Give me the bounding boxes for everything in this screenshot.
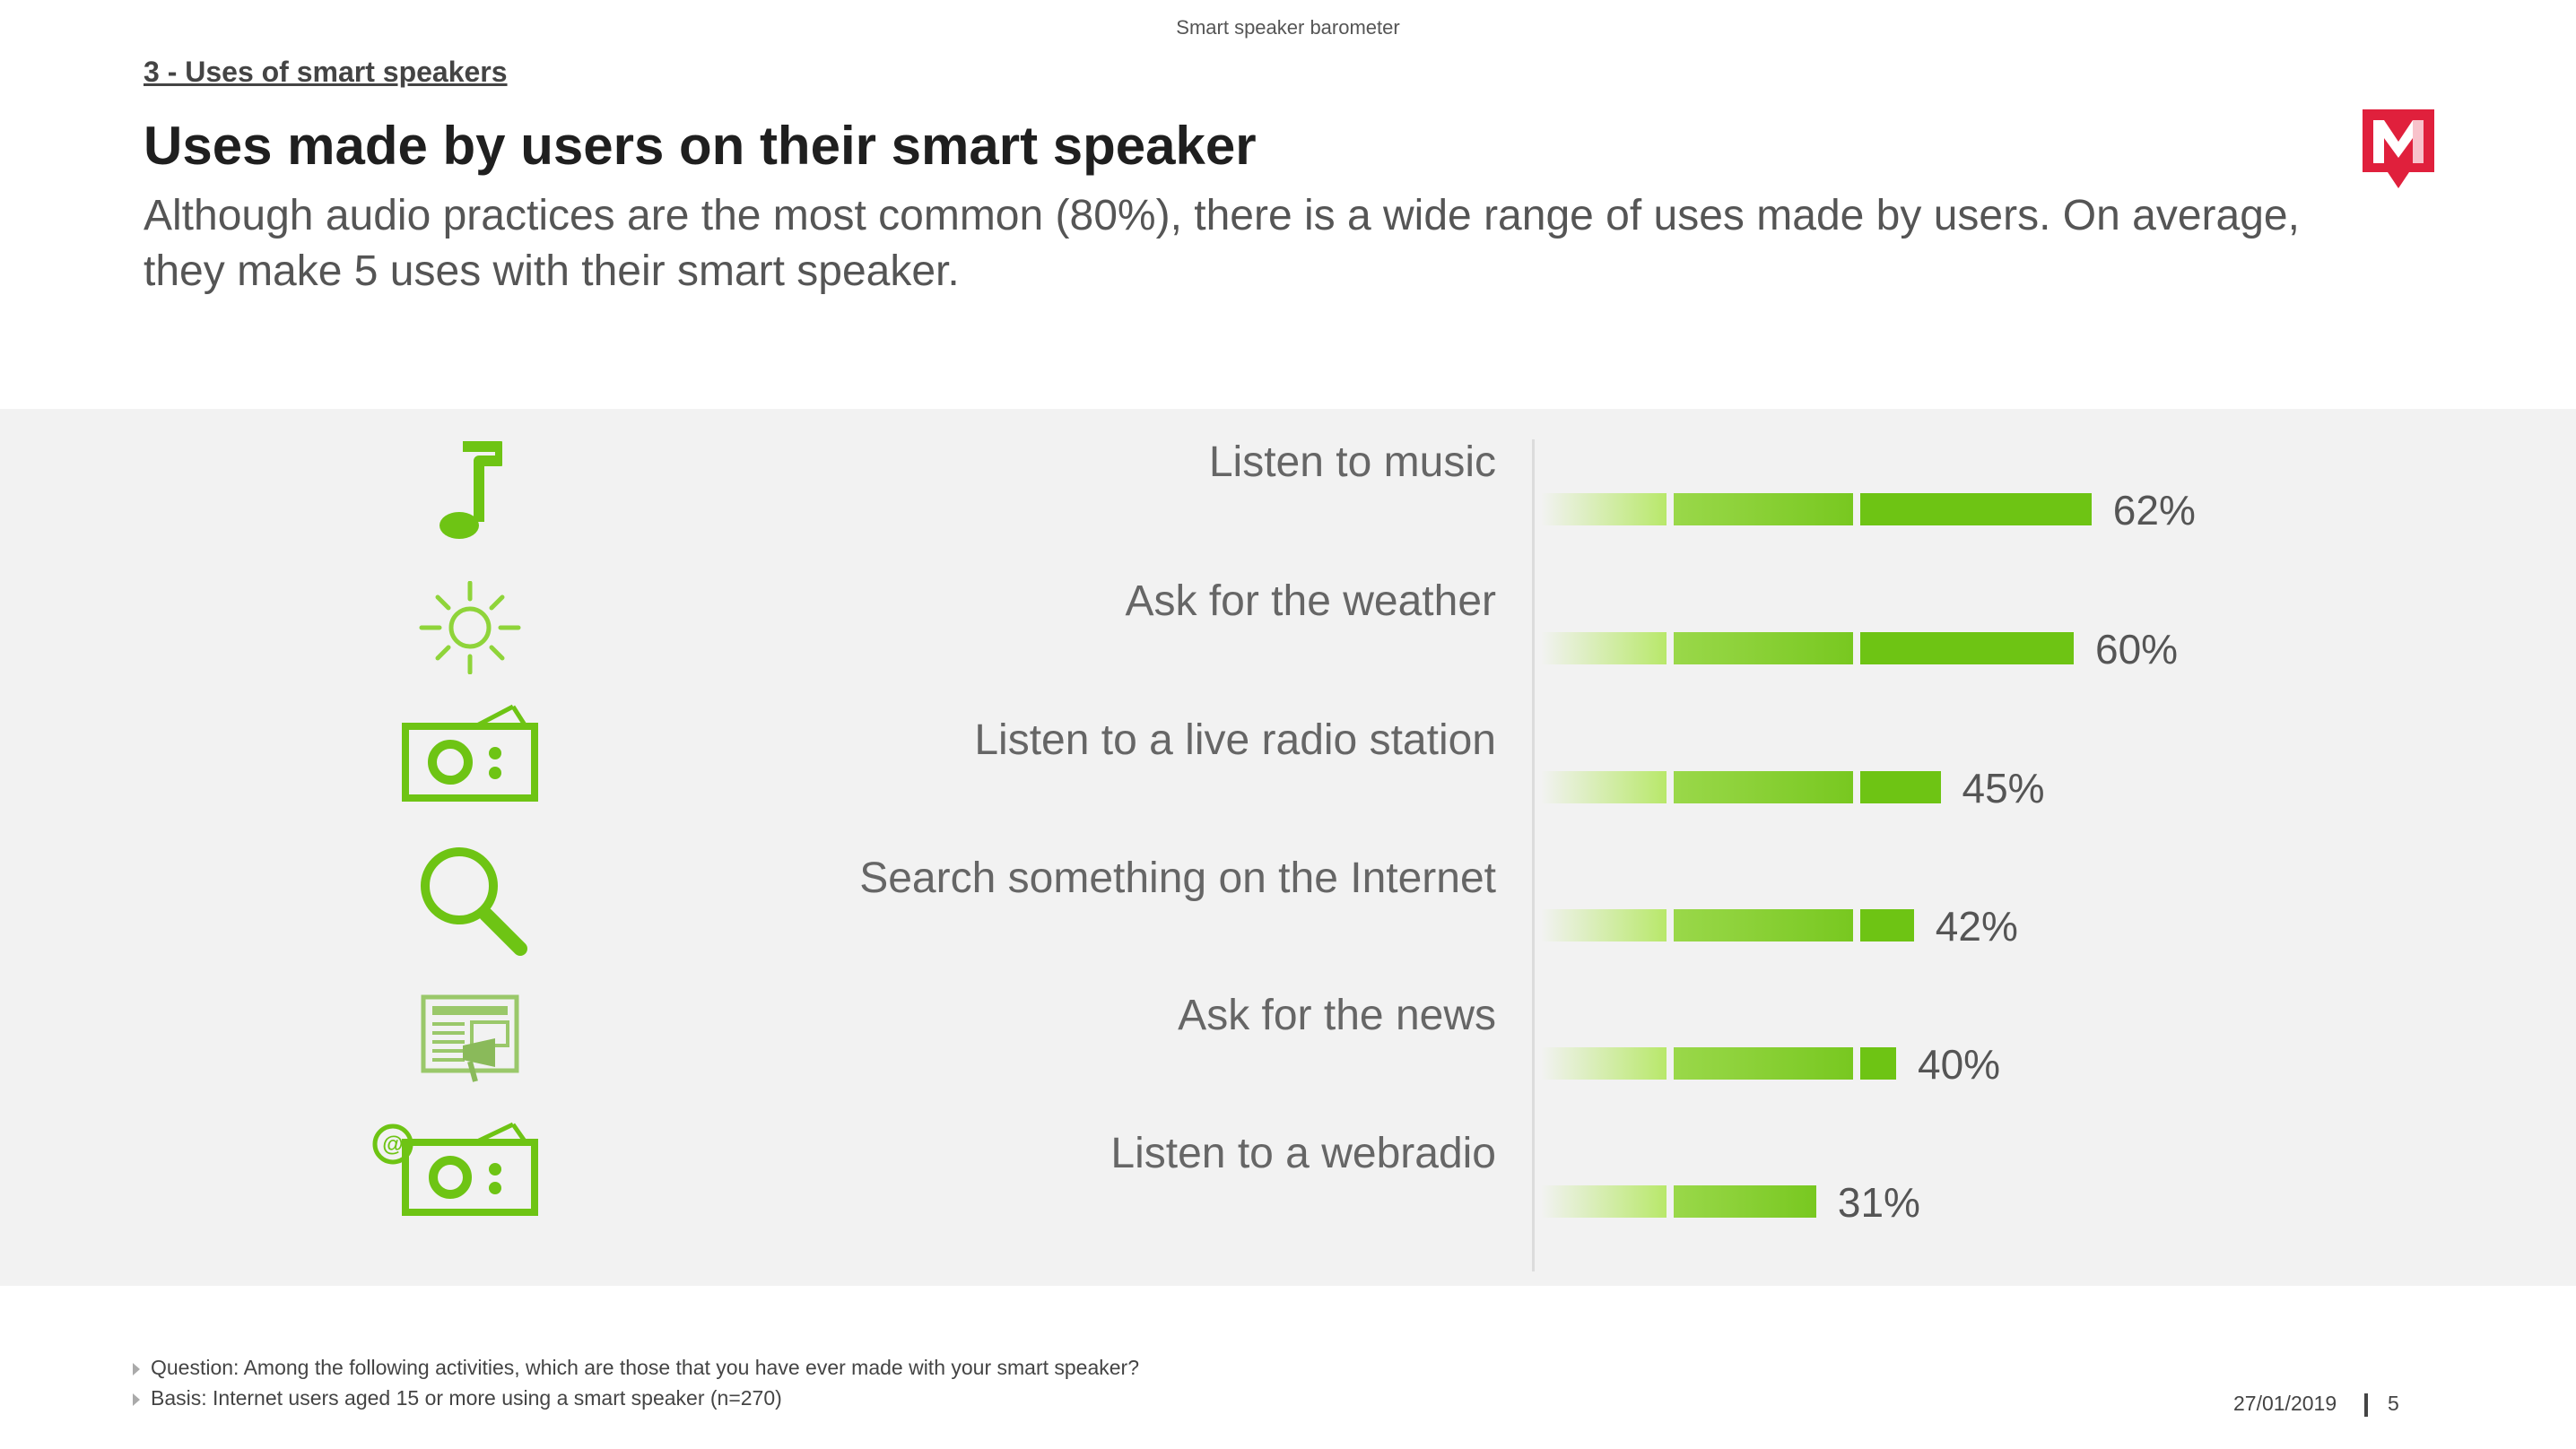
bar-segment-3 bbox=[1860, 493, 2092, 525]
bar-segment-2 bbox=[1674, 493, 1853, 525]
footnote-question: Question: Among the following activities… bbox=[133, 1356, 1139, 1380]
brand-logo-icon bbox=[2363, 109, 2434, 188]
footer-date: 27/01/2019 bbox=[2233, 1392, 2337, 1415]
value-label-webradio: 31% bbox=[1837, 1179, 1920, 1226]
bar-segment-3 bbox=[1860, 632, 2074, 664]
category-label-internet-search: Search something on the Internet bbox=[859, 855, 1496, 902]
section-link[interactable]: 3 - Uses of smart speakers bbox=[144, 56, 508, 88]
music-note-icon bbox=[439, 441, 502, 539]
bar-segment-2 bbox=[1674, 909, 1853, 941]
category-label-webradio: Listen to a webradio bbox=[1110, 1130, 1496, 1177]
bar-segment-2 bbox=[1674, 1047, 1853, 1080]
bar-segment-3 bbox=[1860, 1047, 1896, 1080]
bar-segment-1 bbox=[1541, 771, 1667, 803]
page-number: 5 bbox=[2388, 1392, 2399, 1415]
bar-internet-search bbox=[1541, 909, 1914, 941]
bar-music bbox=[1541, 493, 2092, 525]
footnote-basis-text: Basis: Internet users aged 15 or more us… bbox=[151, 1386, 782, 1410]
bar-segment-2 bbox=[1674, 632, 1853, 664]
bar-news bbox=[1541, 1047, 1896, 1080]
chart-axis-line bbox=[1532, 439, 1535, 1271]
value-label-internet-search: 42% bbox=[1935, 903, 2018, 950]
footnote-basis: Basis: Internet users aged 15 or more us… bbox=[133, 1386, 782, 1410]
value-label-live-radio: 45% bbox=[1962, 765, 2045, 811]
category-label-music: Listen to music bbox=[1208, 438, 1496, 486]
bar-live-radio bbox=[1541, 771, 1941, 803]
bar-segment-1 bbox=[1541, 1185, 1667, 1218]
value-label-news: 40% bbox=[1918, 1041, 2001, 1088]
bar-webradio bbox=[1541, 1185, 1816, 1218]
magnifier-icon bbox=[421, 847, 527, 956]
bar-segment-1 bbox=[1541, 1047, 1667, 1080]
footer-separator bbox=[2364, 1393, 2368, 1417]
newspaper-icon bbox=[421, 994, 519, 1082]
bar-weather bbox=[1541, 632, 2074, 664]
bullet-icon bbox=[133, 1393, 140, 1406]
footnote-question-text: Question: Among the following activities… bbox=[151, 1356, 1140, 1379]
bar-segment-2 bbox=[1674, 771, 1853, 803]
svg-text:@: @ bbox=[382, 1132, 403, 1157]
sun-icon bbox=[419, 581, 521, 674]
webradio-icon: @ bbox=[372, 1122, 538, 1216]
bar-segment-3 bbox=[1860, 771, 1941, 803]
page-title: Uses made by users on their smart speake… bbox=[144, 116, 1257, 176]
value-label-weather: 60% bbox=[2095, 626, 2179, 672]
page-subtitle: Although audio practices are the most co… bbox=[144, 192, 2300, 295]
bullet-icon bbox=[133, 1362, 140, 1375]
bar-segment-1 bbox=[1541, 632, 1667, 664]
category-label-news: Ask for the news bbox=[1178, 992, 1496, 1039]
radio-icon bbox=[402, 704, 538, 802]
value-label-music: 62% bbox=[2112, 487, 2196, 534]
bar-segment-1 bbox=[1541, 493, 1667, 525]
category-label-live-radio: Listen to a live radio station bbox=[974, 716, 1496, 764]
bar-segment-2 bbox=[1674, 1185, 1816, 1218]
category-label-weather: Ask for the weather bbox=[1125, 577, 1496, 625]
bar-segment-3 bbox=[1860, 909, 1914, 941]
bar-segment-1 bbox=[1541, 909, 1667, 941]
barometer-header: Smart speaker barometer bbox=[1176, 16, 1400, 39]
